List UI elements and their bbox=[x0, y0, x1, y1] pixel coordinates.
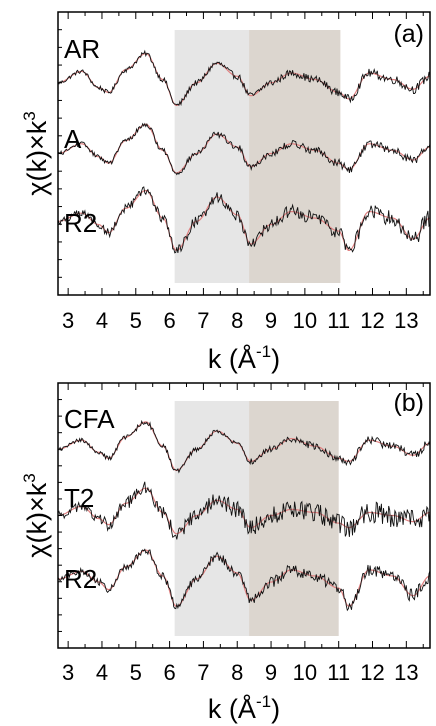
series-label-cfa: CFA bbox=[64, 404, 115, 434]
series-label-ar: AR bbox=[64, 34, 100, 64]
x-tick-label: 5 bbox=[130, 308, 142, 333]
x-tick-label: 5 bbox=[130, 660, 142, 685]
x-tick-label: 11 bbox=[327, 308, 350, 333]
x-axis-label: k (Å-1) bbox=[208, 342, 280, 374]
series-label-a: A bbox=[64, 124, 82, 154]
x-tick-label: 3 bbox=[62, 660, 74, 685]
data-line-ar bbox=[57, 49, 431, 107]
data-line-r2 bbox=[57, 186, 431, 254]
data-line-a bbox=[57, 122, 431, 176]
x-tick-label: 3 bbox=[62, 308, 74, 333]
x-tick-label: 6 bbox=[163, 308, 175, 333]
x-tick-label: 4 bbox=[96, 308, 108, 333]
x-tick-label: 9 bbox=[265, 660, 277, 685]
x-tick-label: 8 bbox=[231, 660, 243, 685]
y-axis-label: χ(k)×k3 bbox=[20, 111, 52, 195]
shaded-region-1 bbox=[174, 30, 250, 283]
x-tick-label: 7 bbox=[197, 308, 209, 333]
y-axis-label: χ(k)×k3 bbox=[20, 473, 52, 557]
x-tick-label: 10 bbox=[293, 308, 317, 333]
x-axis-label: k (Å-1) bbox=[208, 692, 280, 724]
x-tick-label: 4 bbox=[96, 660, 108, 685]
data-line-cfa bbox=[57, 419, 431, 474]
x-tick-label: 7 bbox=[197, 660, 209, 685]
x-tick-label: 9 bbox=[265, 308, 277, 333]
fit-line-r2 bbox=[58, 549, 431, 607]
x-tick-label: 12 bbox=[360, 660, 384, 685]
series-label-t2: T2 bbox=[64, 483, 94, 513]
series-label-r2: R2 bbox=[64, 208, 97, 238]
x-tick-label: 13 bbox=[394, 660, 418, 685]
x-tick-label: 6 bbox=[163, 660, 175, 685]
data-line-t2 bbox=[57, 481, 431, 540]
x-tick-label: 12 bbox=[360, 308, 384, 333]
panel-b: CFA T2 R2 3 4 5 6 7 8 9 10 11 12 13 (b) k (Å-1) χ(k)×k3 bbox=[20, 382, 431, 724]
x-tick-label: 13 bbox=[394, 308, 418, 333]
x-tick-label: 10 bbox=[293, 660, 317, 685]
panel-a: AR A R2 3 4 5 6 7 8 9 10 11 12 13 (a) k (Å-1) χ(k)×k3 bbox=[20, 11, 431, 374]
shaded-region-1 bbox=[174, 401, 250, 636]
data-line-r2 bbox=[57, 548, 431, 612]
x-tick-label: 8 bbox=[231, 308, 243, 333]
panel-tag: (a) bbox=[393, 20, 424, 48]
series-label-r2: R2 bbox=[64, 564, 97, 594]
x-tick-label: 11 bbox=[327, 660, 350, 685]
panel-tag: (b) bbox=[393, 389, 424, 417]
